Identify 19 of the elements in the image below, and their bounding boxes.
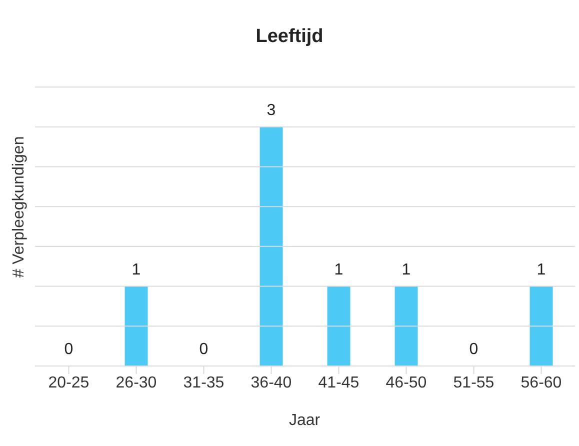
x-tick-label: 31-35 (183, 374, 224, 392)
x-tick-label: 41-45 (318, 374, 360, 392)
data-label: 1 (402, 261, 411, 278)
x-tick-label: 26-30 (116, 374, 157, 392)
data-label: 1 (132, 261, 141, 278)
x-tick-label: 20-25 (48, 374, 90, 392)
data-label: 0 (64, 341, 74, 358)
data-label: 3 (266, 102, 276, 119)
x-axis-title: Jaar (288, 412, 322, 430)
data-label: 0 (199, 341, 208, 358)
y-axis-title: # Verpleegkundigen (11, 136, 29, 278)
x-tick-label: 36-40 (250, 374, 292, 392)
chart-title: Leeftijd (254, 26, 324, 48)
data-label: 0 (469, 341, 478, 358)
data-label: 1 (536, 261, 546, 278)
x-tick-label: 46-50 (386, 374, 427, 392)
x-tick-label: 56-60 (520, 374, 562, 392)
data-label: 1 (334, 261, 344, 278)
x-tick-label: 51-55 (453, 374, 494, 392)
